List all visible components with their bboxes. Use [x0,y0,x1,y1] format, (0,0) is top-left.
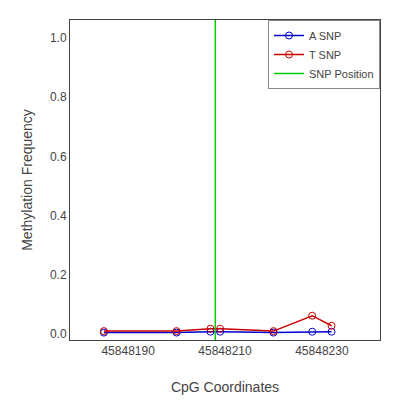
svg-text:T SNP: T SNP [309,49,341,61]
svg-text:Methylation Frequency: Methylation Frequency [19,109,35,251]
svg-text:CpG Coordinates: CpG Coordinates [171,379,279,395]
svg-text:1.0: 1.0 [50,31,67,45]
svg-text:0.6: 0.6 [50,150,67,164]
svg-text:45848230: 45848230 [295,344,349,358]
svg-text:0.2: 0.2 [50,268,67,282]
svg-text:0.8: 0.8 [50,90,67,104]
svg-text:45848210: 45848210 [198,344,252,358]
svg-text:SNP Position: SNP Position [309,68,374,80]
svg-text:0.4: 0.4 [50,209,67,223]
svg-text:0.0: 0.0 [50,327,67,341]
svg-text:45848190: 45848190 [101,344,155,358]
svg-text:A SNP: A SNP [309,30,341,42]
